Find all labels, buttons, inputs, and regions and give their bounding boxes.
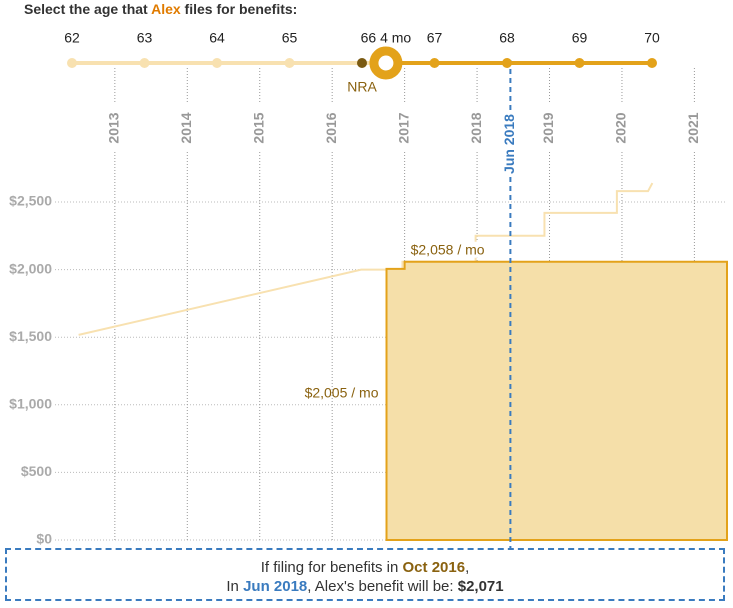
age-dot[interactable]: [429, 58, 440, 68]
y-tick-label: $2,500: [9, 193, 52, 209]
nra-label: NRA: [347, 79, 377, 95]
age-dot[interactable]: [574, 58, 585, 68]
x-tick-label: 2018: [468, 112, 484, 143]
age-label[interactable]: 69: [572, 30, 588, 46]
marker-label: Jun 2018: [501, 114, 517, 174]
y-tick-label: $1,500: [9, 328, 52, 344]
age-label[interactable]: 68: [499, 30, 515, 46]
age-dot[interactable]: [647, 58, 657, 68]
text: In: [226, 578, 244, 595]
age-dot[interactable]: [502, 58, 512, 68]
view-date: Jun 2018: [243, 578, 308, 595]
slider-handle[interactable]: [369, 46, 403, 80]
y-tick-label: $0: [36, 531, 52, 547]
benefit-area: [385, 260, 728, 541]
value-label: $2,005 / mo: [305, 385, 379, 401]
benefit: $2,071: [457, 578, 504, 595]
x-tick-label: 2021: [685, 112, 701, 143]
value-label: $2,058 / mo: [411, 241, 485, 257]
x-tick-label: 2017: [395, 112, 411, 143]
x-tick-label: 2020: [613, 112, 629, 143]
label-bg: [406, 241, 493, 258]
label-bg: [501, 112, 520, 176]
summary-line: If filing for benefits in Oct 2016,: [7, 558, 723, 577]
age-dot[interactable]: [284, 58, 295, 68]
y-tick-label: $500: [21, 463, 52, 479]
x-tick-label: 2015: [250, 112, 266, 143]
age-label[interactable]: 70: [644, 30, 660, 46]
summary: If filing for benefits in Oct 2016, In J…: [5, 548, 725, 601]
header-text: Select the age that: [24, 1, 152, 17]
age-dot[interactable]: [67, 58, 77, 68]
text: If filing for benefits in: [260, 559, 403, 576]
x-tick-label: 2014: [178, 112, 194, 143]
x-tick-label: 2013: [106, 112, 122, 143]
header-text: files for benefits:: [180, 1, 298, 17]
text: , Alex's benefit will be:: [307, 578, 458, 595]
age-label[interactable]: 67: [427, 30, 443, 46]
text: ,: [465, 559, 470, 576]
selected-label: 66 4 mo: [361, 30, 412, 46]
x-tick-label: 2016: [323, 112, 339, 143]
age-label[interactable]: 63: [137, 30, 153, 46]
age-label[interactable]: 64: [209, 30, 225, 46]
age-label[interactable]: 65: [282, 30, 298, 46]
header: Select the age that Alex files for benef…: [24, 1, 297, 17]
age-dot[interactable]: [139, 58, 150, 68]
summary-line: In Jun 2018, Alex's benefit will be: $2,…: [7, 577, 723, 596]
nra-dot: [357, 58, 367, 68]
age-dot[interactable]: [212, 58, 222, 68]
y-tick-label: $1,000: [9, 396, 52, 412]
x-tick-label: 2019: [540, 112, 556, 143]
y-tick-label: $2,000: [9, 260, 52, 276]
person-name: Alex: [151, 1, 181, 17]
filing-date: Oct 2016: [402, 559, 466, 576]
age-label[interactable]: 62: [64, 30, 80, 46]
